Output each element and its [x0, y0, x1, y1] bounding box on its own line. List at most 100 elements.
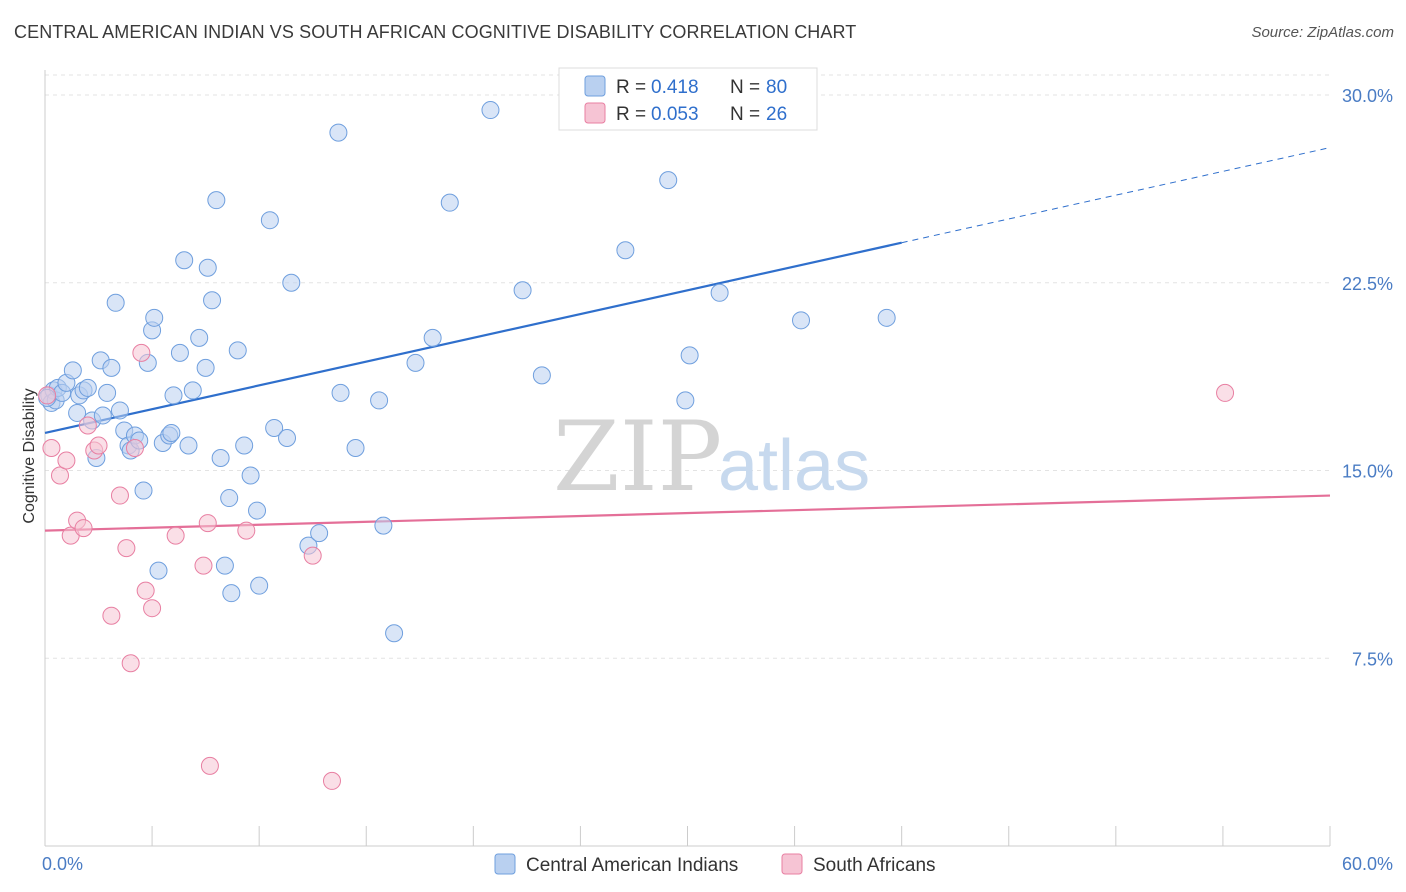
series-south-africans — [38, 343, 1235, 790]
legend-r-value-2: 0.053 — [651, 104, 699, 125]
legend-r-label-2: R = — [616, 104, 646, 125]
point-pink-23 — [303, 546, 322, 565]
point-pink-21 — [200, 756, 219, 775]
point-blue-47 — [228, 341, 247, 360]
x-tick-label-0: 0.0% — [42, 854, 83, 874]
point-blue-17 — [102, 358, 121, 377]
point-pink-20 — [198, 514, 217, 533]
x-tick-labels: 0.0% 60.0% — [42, 854, 1393, 874]
point-blue-65 — [423, 328, 442, 347]
point-pink-9 — [89, 436, 108, 455]
point-pink-11 — [110, 486, 129, 505]
point-pink-14 — [125, 438, 144, 457]
x-tick-label-1: 60.0% — [1342, 854, 1393, 874]
point-blue-40 — [198, 258, 217, 277]
point-blue-33 — [164, 386, 183, 405]
point-blue-60 — [346, 438, 365, 457]
point-pink-7 — [78, 416, 97, 435]
point-blue-45 — [220, 489, 239, 508]
y-axis-label: Cognitive Disability — [21, 388, 38, 523]
point-blue-7 — [63, 361, 82, 380]
point-blue-18 — [106, 293, 125, 312]
point-blue-11 — [78, 378, 97, 397]
point-blue-29 — [149, 561, 168, 580]
series-legend-swatch-pink — [781, 853, 803, 875]
point-blue-61 — [370, 391, 389, 410]
point-blue-15 — [93, 406, 112, 425]
trend-line-blue-extension — [901, 147, 1331, 244]
point-pink-6 — [74, 519, 93, 538]
point-pink-22 — [237, 521, 256, 540]
legend-n-value-1: 80 — [766, 77, 787, 98]
point-blue-66 — [440, 193, 459, 212]
point-blue-39 — [196, 358, 215, 377]
legend-n-value-2: 26 — [766, 104, 787, 125]
point-blue-35 — [175, 251, 194, 270]
point-blue-34 — [170, 343, 189, 362]
point-pink-3 — [57, 451, 76, 470]
correlation-legend: R = 0.418 N = 80 R = 0.053 N = 26 — [558, 67, 818, 131]
gridlines — [45, 74, 1330, 659]
point-pink-10 — [102, 606, 121, 625]
point-blue-72 — [676, 391, 695, 410]
point-blue-57 — [310, 524, 329, 543]
point-blue-50 — [248, 501, 267, 520]
point-pink-13 — [121, 654, 140, 673]
point-blue-48 — [235, 436, 254, 455]
point-blue-53 — [265, 418, 284, 437]
y-tick-label-0: 7.5% — [1352, 649, 1393, 669]
point-blue-78 — [481, 101, 500, 120]
axes — [44, 70, 1331, 847]
point-blue-58 — [329, 123, 348, 142]
series-central-american-indians — [38, 91, 896, 643]
point-pink-17 — [143, 599, 162, 618]
point-blue-8 — [68, 403, 87, 422]
series-legend: Central American Indians South Africans — [494, 853, 936, 876]
point-pink-18 — [166, 526, 185, 545]
point-blue-38 — [190, 328, 209, 347]
watermark-zip: ZIP — [553, 401, 722, 513]
point-blue-55 — [282, 273, 301, 292]
legend-n-label-1: N = — [730, 77, 760, 98]
point-blue-71 — [659, 171, 678, 190]
trend-line-blue — [44, 241, 902, 435]
legend-swatch-blue — [584, 75, 606, 97]
point-blue-76 — [877, 308, 896, 327]
point-blue-62 — [374, 516, 393, 535]
point-blue-46 — [222, 584, 241, 603]
source-label: Source: ZipAtlas.com — [1251, 24, 1394, 41]
series-legend-label-pink: South Africans — [813, 855, 936, 876]
point-pink-12 — [117, 539, 136, 558]
point-blue-28 — [145, 308, 164, 327]
legend-r-value-1: 0.418 — [651, 77, 699, 98]
point-blue-36 — [179, 436, 198, 455]
point-blue-16 — [98, 383, 117, 402]
point-blue-51 — [250, 576, 269, 595]
trend-lines — [44, 147, 1331, 532]
point-pink-19 — [194, 556, 213, 575]
point-pink-16 — [136, 581, 155, 600]
point-blue-73 — [680, 346, 699, 365]
point-pink-1 — [42, 438, 61, 457]
point-pink-15 — [132, 343, 151, 362]
point-pink-2 — [50, 466, 69, 485]
point-blue-37 — [183, 381, 202, 400]
point-blue-75 — [792, 311, 811, 330]
y-tick-labels: 7.5% 15.0% 22.5% 30.0% — [1342, 86, 1393, 669]
point-blue-69 — [616, 241, 635, 260]
point-blue-54 — [278, 428, 297, 447]
point-blue-44 — [215, 556, 234, 575]
point-blue-74 — [710, 283, 729, 302]
point-blue-32 — [162, 423, 181, 442]
point-blue-52 — [260, 211, 279, 230]
chart-title: CENTRAL AMERICAN INDIAN VS SOUTH AFRICAN… — [14, 22, 857, 42]
series-legend-swatch-blue — [494, 853, 516, 875]
watermark-atlas: atlas — [718, 426, 870, 506]
point-blue-64 — [406, 353, 425, 372]
point-blue-49 — [241, 466, 260, 485]
point-blue-25 — [134, 481, 153, 500]
legend-r-label-1: R = — [616, 77, 646, 98]
point-blue-63 — [385, 624, 404, 643]
point-pink-25 — [1216, 383, 1235, 402]
point-blue-68 — [532, 366, 551, 385]
